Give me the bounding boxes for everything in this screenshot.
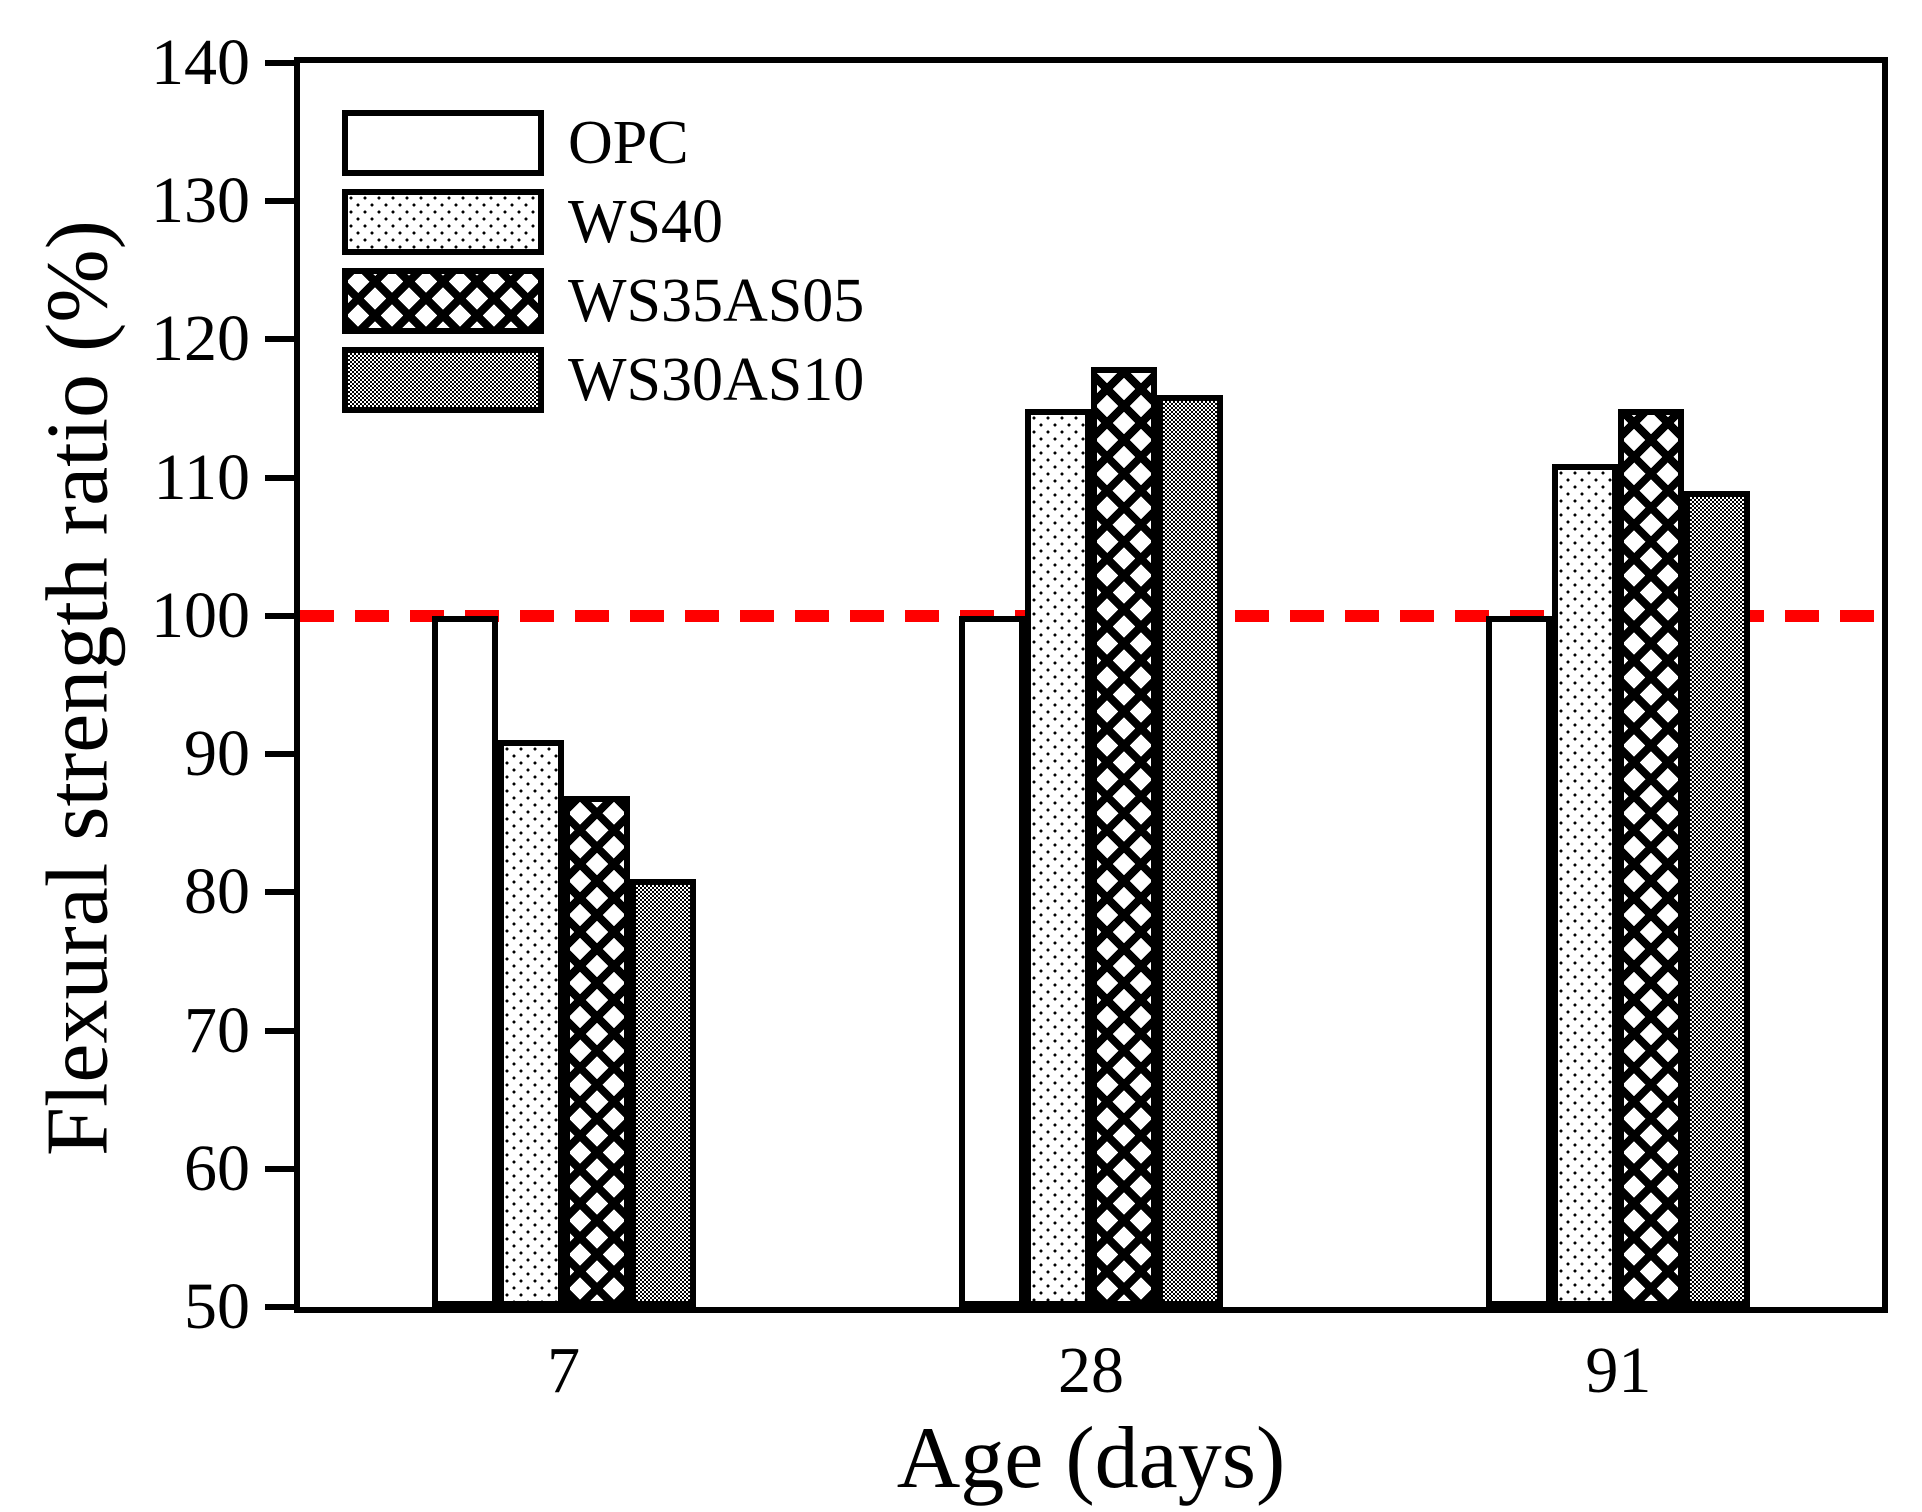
y-tick-label-140: 140	[151, 26, 250, 99]
y-tick-mark-80	[265, 889, 294, 896]
y-tick-mark-60	[265, 1165, 294, 1172]
y-tick-mark-50	[265, 1304, 294, 1310]
bar-opc-age28	[959, 615, 1025, 1307]
y-axis-title: Flexural strength ratio (%)	[29, 220, 127, 1156]
bar-ws40-age91	[1552, 463, 1619, 1307]
y-tick-mark-70	[265, 1027, 294, 1034]
legend-item-ws30as10: WS30AS10	[342, 347, 864, 413]
legend: OPC WS40 WS35AS05 WS30AS10	[342, 110, 864, 413]
bar-ws40-age28	[1025, 408, 1091, 1307]
y-tick-label-130: 130	[151, 164, 250, 238]
y-tick-mark-110	[265, 474, 294, 481]
bar-ws35as05-age91	[1618, 408, 1685, 1307]
legend-label-ws35as05: WS35AS05	[568, 267, 865, 335]
y-tick-label-110: 110	[153, 440, 250, 514]
y-tick-label-70: 70	[184, 993, 250, 1067]
y-tick-label-80: 80	[184, 855, 250, 929]
x-tick-label-91: 91	[1585, 1334, 1652, 1407]
bar-opc-age91	[1486, 615, 1553, 1307]
y-tick-mark-90	[265, 751, 294, 758]
y-tick-label-120: 120	[151, 302, 250, 376]
y-tick-mark-130	[265, 198, 294, 205]
bar-ws30as10-age28	[1157, 394, 1223, 1307]
legend-label-ws30as10: WS30AS10	[568, 346, 865, 414]
y-tick-mark-120	[265, 336, 294, 343]
y-tick-mark-140	[265, 60, 294, 66]
x-tick-label-28: 28	[1058, 1334, 1124, 1407]
legend-swatch-opc	[342, 110, 544, 176]
x-axis-title: Age (days)	[896, 1410, 1286, 1507]
bar-ws35as05-age28	[1091, 367, 1157, 1307]
legend-item-ws35as05: WS35AS05	[342, 268, 864, 334]
legend-swatch-ws35as05	[342, 268, 544, 334]
bar-ws30as10-age91	[1684, 491, 1751, 1307]
legend-item-opc: OPC	[342, 110, 864, 176]
legend-swatch-ws40	[342, 189, 544, 255]
bar-ws35as05-age7	[563, 795, 630, 1307]
bar-ws40-age7	[497, 740, 564, 1307]
legend-label-opc: OPC	[568, 109, 689, 177]
legend-label-ws40: WS40	[568, 188, 723, 256]
legend-swatch-ws30as10	[342, 347, 544, 413]
bar-ws30as10-age7	[629, 878, 696, 1307]
y-tick-label-60: 60	[184, 1131, 250, 1205]
y-tick-mark-100	[265, 612, 294, 619]
y-tick-label-100: 100	[151, 578, 250, 652]
bar-opc-age7	[431, 615, 498, 1307]
y-tick-label-90: 90	[184, 717, 250, 791]
y-tick-label-50: 50	[184, 1270, 250, 1343]
legend-item-ws40: WS40	[342, 189, 864, 255]
x-tick-label-7: 7	[547, 1334, 581, 1407]
